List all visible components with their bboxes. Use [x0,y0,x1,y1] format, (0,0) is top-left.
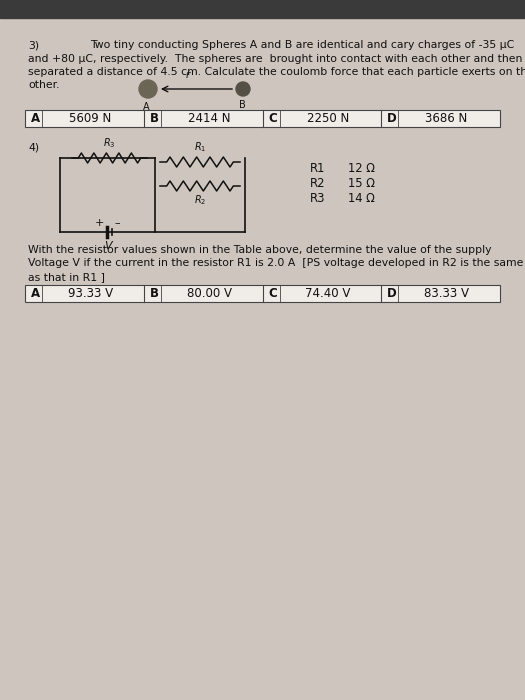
Text: Two tiny conducting Spheres A and B are identical and cary charges of -35 μC: Two tiny conducting Spheres A and B are … [90,40,514,50]
Text: A: A [31,287,40,300]
Text: 83.33 V: 83.33 V [424,287,469,300]
Text: 80.00 V: 80.00 V [186,287,232,300]
Text: 2414 N: 2414 N [188,112,230,125]
Text: 93.33 V: 93.33 V [68,287,113,300]
Circle shape [236,82,250,96]
Text: and +80 μC, respectively.  The spheres are  brought into contact with each other: and +80 μC, respectively. The spheres ar… [28,53,522,64]
Text: $R_3$: $R_3$ [103,136,116,150]
Text: Voltage V if the current in the resistor R1 is 2.0 A  [PS voltage developed in R: Voltage V if the current in the resistor… [28,258,523,269]
Text: 3686 N: 3686 N [425,112,468,125]
Text: 12 Ω: 12 Ω [348,162,375,175]
Text: 74.40 V: 74.40 V [305,287,351,300]
Text: 14 Ω: 14 Ω [348,192,375,205]
Text: D: D [387,287,397,300]
Text: A: A [143,102,149,112]
Bar [25,110,500,127]
Text: B: B [239,100,245,110]
Text: C: C [268,287,277,300]
Text: R1: R1 [310,162,326,175]
Text: +: + [95,218,104,228]
Text: r: r [185,70,190,80]
Text: separated a distance of 4.5 cm. Calculate the coulomb force that each particle e: separated a distance of 4.5 cm. Calculat… [28,67,525,77]
Text: –: – [114,218,120,228]
Bar [25,285,500,302]
Text: B: B [150,112,159,125]
Text: A: A [31,112,40,125]
Text: R2: R2 [310,177,326,190]
Text: R3: R3 [310,192,326,205]
Text: other.: other. [28,80,59,90]
Text: 2250 N: 2250 N [307,112,349,125]
Text: $R_1$: $R_1$ [194,140,206,154]
Text: With the resistor values shown in the Table above, determine the value of the su: With the resistor values shown in the Ta… [28,245,491,255]
Text: as that in R1 ]: as that in R1 ] [28,272,105,282]
Text: 3): 3) [28,40,39,50]
Text: $R_2$: $R_2$ [194,193,206,206]
Text: 15 Ω: 15 Ω [348,177,375,190]
Text: 4): 4) [28,142,39,152]
Bar [0,0,525,18]
Text: D: D [387,112,397,125]
Text: C: C [268,112,277,125]
Circle shape [139,80,157,98]
Text: 5609 N: 5609 N [69,112,111,125]
Text: B: B [150,287,159,300]
Text: V: V [104,241,111,251]
